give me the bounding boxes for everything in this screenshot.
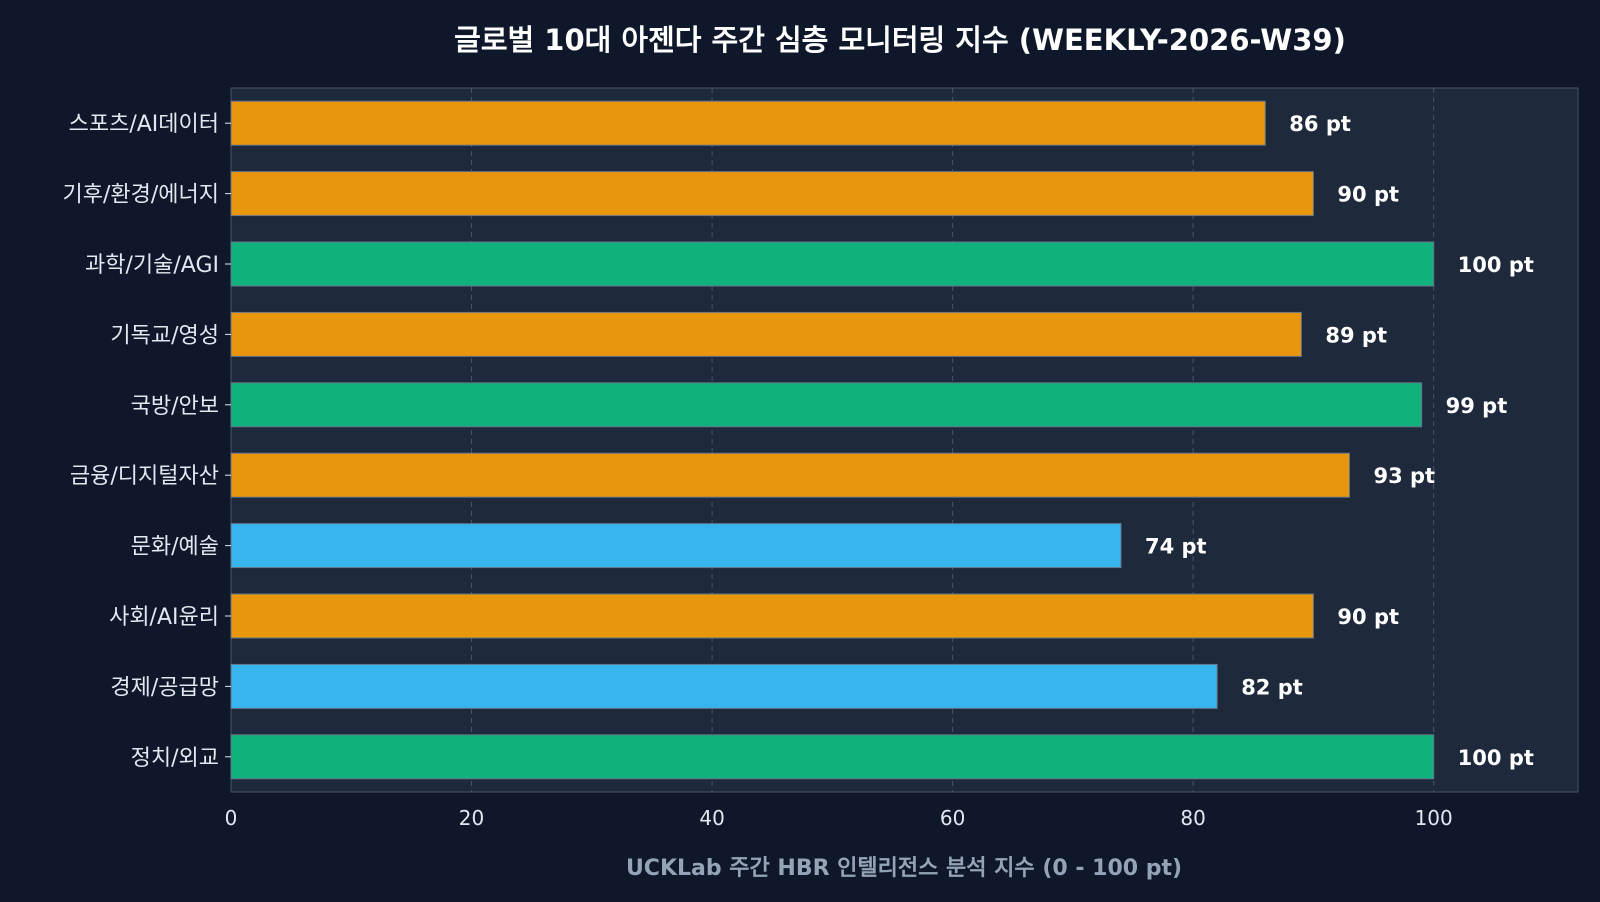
bar-value-label: 90 pt: [1337, 183, 1399, 207]
bar: [230, 311, 1302, 357]
category-label: 정치/외교: [131, 746, 219, 771]
bar: [230, 241, 1435, 287]
category-label: 스포츠/AI데이터: [69, 112, 219, 137]
bar-value-label: 100 pt: [1458, 746, 1534, 770]
bar-value-label: 99 pt: [1446, 394, 1508, 418]
category-label: 경제/공급망: [110, 675, 219, 700]
x-tick-label: 40: [699, 806, 724, 830]
category-label: 과학/기술/AGI: [85, 253, 219, 278]
bar: [230, 171, 1314, 217]
bar: [230, 452, 1350, 498]
bar: [230, 734, 1435, 780]
x-tick-label: 80: [1180, 806, 1205, 830]
bar-value-label: 86 pt: [1289, 112, 1351, 136]
category-label: 사회/AI윤리: [109, 605, 219, 630]
bar-value-label: 90 pt: [1337, 605, 1399, 629]
x-tick-label: 0: [225, 806, 238, 830]
category-label: 기독교/영성: [110, 323, 219, 348]
bar-value-label: 82 pt: [1241, 675, 1303, 699]
category-label: 문화/예술: [131, 535, 219, 560]
bar: [230, 100, 1266, 146]
x-axis-label: UCKLab 주간 HBR 인텔리전스 분석 지수 (0 - 100 pt): [626, 856, 1182, 881]
bar: [230, 382, 1423, 428]
x-tick-label: 20: [459, 806, 484, 830]
x-tick-label: 100: [1415, 806, 1453, 830]
bar-value-label: 74 pt: [1145, 535, 1207, 559]
category-label: 금융/디지털자산: [70, 464, 219, 489]
bar-value-label: 93 pt: [1373, 464, 1435, 488]
bar-value-label: 100 pt: [1458, 253, 1534, 277]
bar: [230, 663, 1218, 709]
bar: [230, 523, 1122, 569]
chart-title: 글로벌 10대 아젠다 주간 심층 모니터링 지수 (WEEKLY-2026-W…: [454, 23, 1346, 57]
x-tick-label: 60: [940, 806, 965, 830]
x-axis-ticks: 0 20 40 60 80 100: [225, 806, 1453, 830]
bar: [230, 593, 1314, 639]
bar-value-label: 89 pt: [1325, 323, 1387, 347]
category-label: 국방/안보: [131, 394, 219, 419]
category-label: 기후/환경/에너지: [62, 183, 219, 208]
